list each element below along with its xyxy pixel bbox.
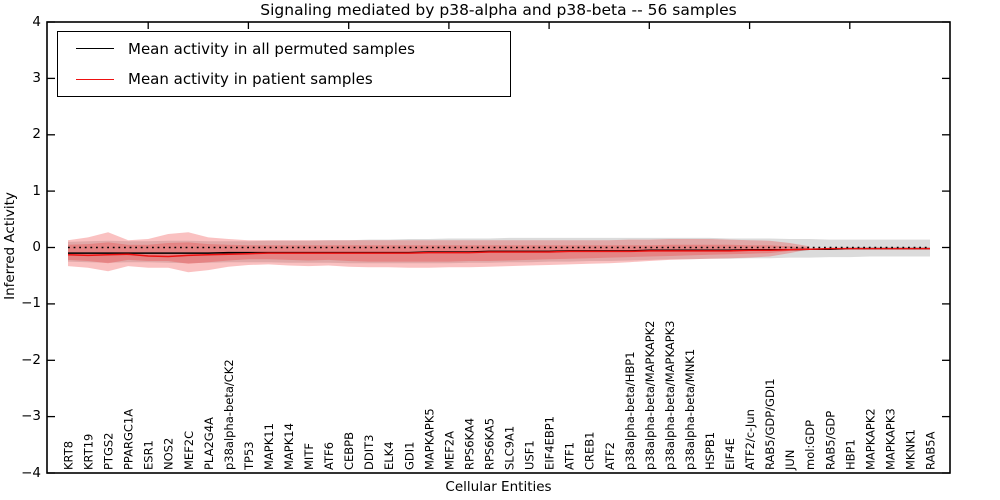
permuted-samples-range-band: [68, 237, 930, 264]
x-tick-label: p38alpha-beta/CK2: [222, 359, 236, 470]
x-tick-label: mol:GDP: [803, 420, 817, 470]
x-tick-label: p38alpha-beta/MAPKAPK2: [643, 321, 657, 471]
x-tick-label: MAPKAPK5: [422, 408, 436, 470]
x-tick-label: ATF2/c-Jun: [743, 409, 757, 470]
x-tick-label: EIF4EBP1: [543, 416, 557, 470]
x-tick-label: ELK4: [382, 441, 396, 470]
x-tick-label: ATF2: [603, 442, 617, 470]
x-tick-label: p38alpha-beta/HBP1: [623, 351, 637, 470]
y-tick-label: 4: [32, 13, 41, 30]
x-tick-label: MAPKAPK3: [883, 408, 897, 470]
legend: Mean activity in all permuted samples Me…: [57, 31, 511, 97]
patient-line-swatch-icon: [76, 78, 114, 80]
x-tick-label: KRT8: [62, 441, 76, 470]
x-tick-label: SLC9A1: [503, 426, 517, 470]
x-tick-label: ATF1: [563, 442, 577, 470]
x-tick-label: USF1: [523, 440, 537, 470]
x-tick-label: TP53: [242, 441, 256, 471]
x-tick-label: MKNK1: [904, 429, 918, 470]
x-tick-label: JUN: [783, 450, 797, 471]
y-tick-label: −2: [21, 351, 41, 368]
x-tick-label: RPS6KA5: [483, 418, 497, 470]
x-tick-label: CEBPB: [342, 432, 356, 470]
y-tick-label: −3: [21, 408, 41, 425]
x-tick-label: NOS2: [162, 438, 176, 470]
chart-title: Signaling mediated by p38-alpha and p38-…: [260, 1, 737, 19]
patient-mean-line: [67, 247, 930, 258]
x-tick-label: RAB5/GDP: [823, 411, 837, 470]
x-tick-label: HBP1: [843, 439, 857, 470]
x-tick-label: MEF2C: [182, 431, 196, 470]
x-tick-label: PLA2G4A: [202, 417, 216, 470]
x-tick-label: MAPKAPK2: [863, 408, 877, 470]
x-tick-label: KRT19: [82, 434, 96, 470]
x-tick-label: RAB5A: [924, 431, 938, 470]
x-axis-label: Cellular Entities: [445, 479, 552, 495]
x-tick-label: MEF2A: [442, 431, 456, 470]
legend-item-permuted: Mean activity in all permuted samples: [58, 35, 510, 63]
x-tick-label: DDIT3: [362, 435, 376, 470]
x-tick-label: p38alpha-beta/MNK1: [683, 349, 697, 470]
x-tick-label: HSPB1: [703, 432, 717, 470]
y-tick-label: 3: [32, 69, 41, 86]
legend-label-patient: Mean activity in patient samples: [128, 70, 373, 89]
x-tick-label: EIF4E: [723, 438, 737, 470]
x-tick-label: MAPK14: [282, 423, 296, 470]
y-tick-label: −4: [21, 464, 41, 481]
y-axis-tick-labels: 4 3 2 1 0 −1 −2 −3 −4: [0, 0, 42, 500]
y-tick-label: 0: [32, 239, 41, 255]
x-tick-label: CREB1: [583, 432, 597, 471]
x-tick-label: PTGS2: [102, 433, 116, 471]
x-tick-label: ESR1: [142, 440, 156, 470]
x-tick-label: GDI1: [402, 442, 416, 470]
x-tick-label: MITF: [302, 443, 316, 470]
x-tick-label: RPS6KA4: [462, 418, 476, 470]
x-tick-label: PPARGC1A: [122, 409, 136, 470]
x-tick-label: MAPK11: [262, 423, 276, 470]
x-tick-label: ATF6: [322, 442, 336, 470]
y-tick-label: −1: [21, 295, 41, 312]
x-tick-label: RAB5/GDP/GDI1: [763, 378, 777, 470]
y-tick-label: 2: [32, 126, 41, 143]
legend-label-permuted: Mean activity in all permuted samples: [128, 39, 415, 58]
y-tick-label: 1: [32, 182, 41, 199]
x-tick-label: p38alpha-beta/MAPKAPK3: [663, 321, 677, 471]
permuted-line-swatch-icon: [76, 48, 114, 50]
legend-item-patient: Mean activity in patient samples: [58, 65, 510, 93]
